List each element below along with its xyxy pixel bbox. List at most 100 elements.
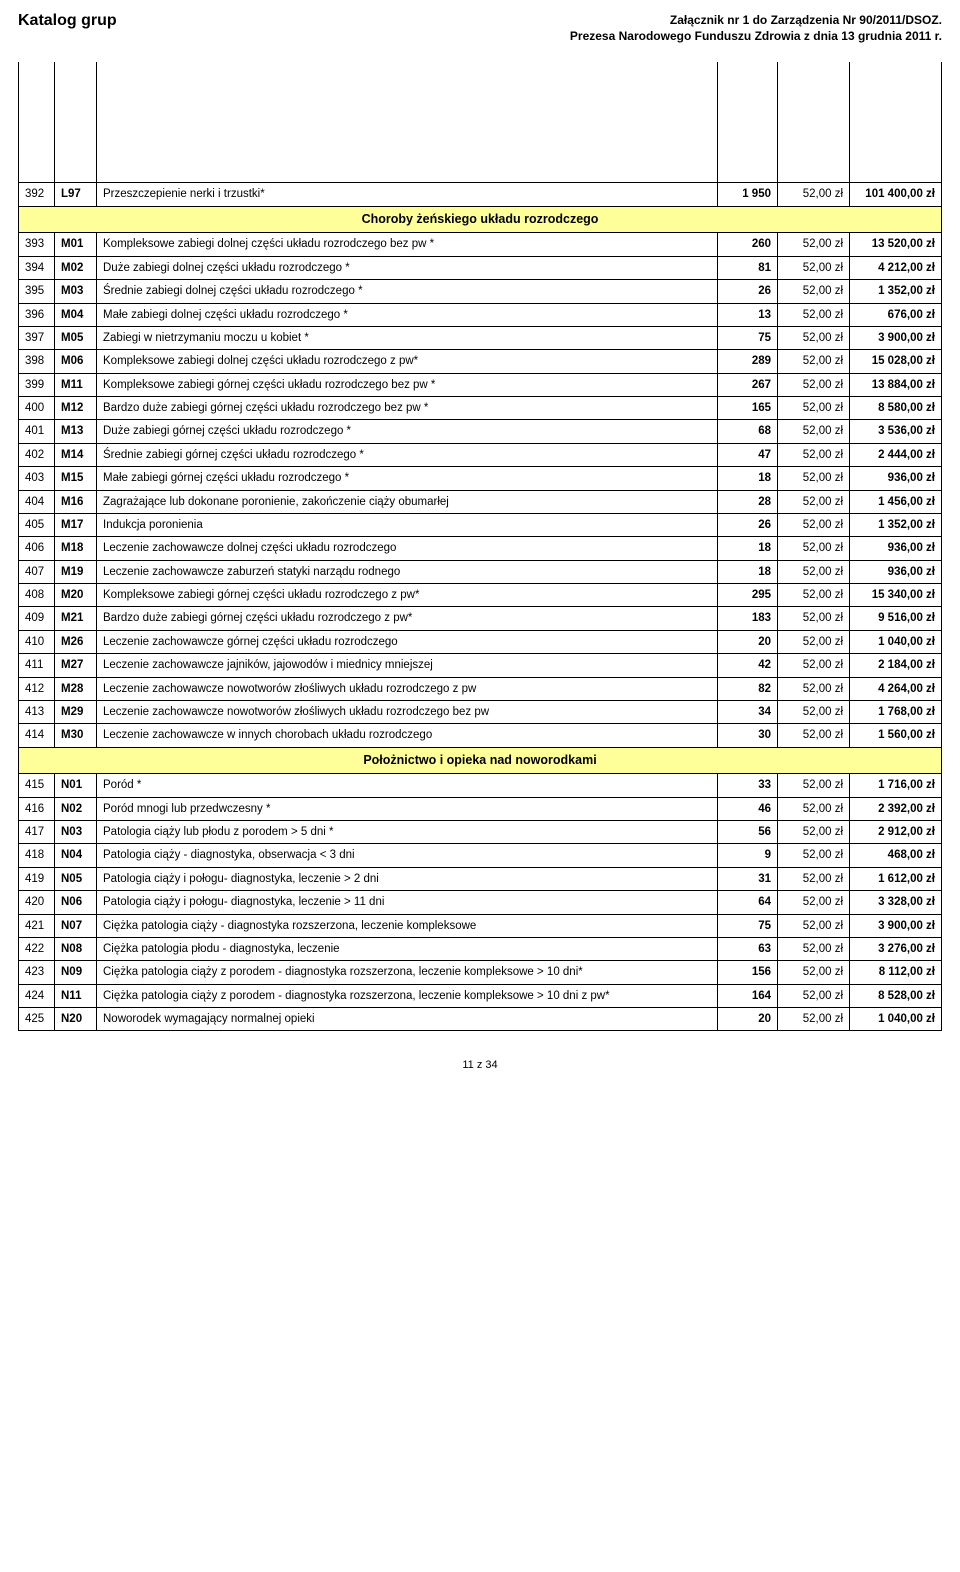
row-rate: 52,00 zł [778,397,850,420]
table-row: 392L97Przeszczepienie nerki i trzustki*1… [19,183,942,206]
row-code: M12 [55,397,97,420]
row-rate: 52,00 zł [778,256,850,279]
row-code: M03 [55,280,97,303]
table-row: 413M29Leczenie zachowawcze nowotworów zł… [19,700,942,723]
table-row: 406M18Leczenie zachowawcze dolnej części… [19,537,942,560]
table-row: 421N07Ciężka patologia ciąży - diagnosty… [19,914,942,937]
row-points: 68 [718,420,778,443]
row-total: 2 184,00 zł [850,654,942,677]
row-points: 28 [718,490,778,513]
row-points: 295 [718,584,778,607]
row-description: Ciężka patologia płodu - diagnostyka, le… [97,937,718,960]
row-code: M26 [55,630,97,653]
row-code: N20 [55,1008,97,1031]
row-description: Duże zabiegi dolnej części układu rozrod… [97,256,718,279]
table-row: 415N01Poród *3352,00 zł1 716,00 zł [19,774,942,797]
row-code: M01 [55,233,97,256]
row-description: Średnie zabiegi górnej części układu roz… [97,443,718,466]
row-description: Leczenie zachowawcze jajników, jajowodów… [97,654,718,677]
row-description: Duże zabiegi górnej części układu rozrod… [97,420,718,443]
doc-title: Katalog grup [18,12,117,30]
row-total: 2 392,00 zł [850,797,942,820]
row-number: 412 [19,677,55,700]
table-row: 418N04Patologia ciąży - diagnostyka, obs… [19,844,942,867]
row-total: 13 884,00 zł [850,373,942,396]
row-rate: 52,00 zł [778,183,850,206]
table-row: 422N08Ciężka patologia płodu - diagnosty… [19,937,942,960]
row-description: Kompleksowe zabiegi dolnej części układu… [97,350,718,373]
row-points: 75 [718,326,778,349]
row-number: 403 [19,467,55,490]
table-row: 417N03Patologia ciąży lub płodu z porode… [19,821,942,844]
row-number: 402 [19,443,55,466]
row-description: Leczenie zachowawcze zaburzeń statyki na… [97,560,718,583]
row-points: 33 [718,774,778,797]
row-total: 8 580,00 zł [850,397,942,420]
row-points: 42 [718,654,778,677]
row-code: M27 [55,654,97,677]
table-row: Choroby żeńskiego układu rozrodczego [19,206,942,233]
row-code: M15 [55,467,97,490]
row-description: Bardzo duże zabiegi górnej części układu… [97,397,718,420]
row-code: M28 [55,677,97,700]
row-total: 2 444,00 zł [850,443,942,466]
row-description: Leczenie zachowawcze w innych chorobach … [97,724,718,747]
row-number: 423 [19,961,55,984]
row-rate: 52,00 zł [778,607,850,630]
row-number: 405 [19,513,55,536]
row-code: N03 [55,821,97,844]
row-description: Noworodek wymagający normalnej opieki [97,1008,718,1031]
row-points: 82 [718,677,778,700]
row-code: M13 [55,420,97,443]
row-total: 8 112,00 zł [850,961,942,984]
row-number: 401 [19,420,55,443]
row-number: 407 [19,560,55,583]
row-rate: 52,00 zł [778,373,850,396]
row-number: 395 [19,280,55,303]
row-rate: 52,00 zł [778,467,850,490]
row-rate: 52,00 zł [778,867,850,890]
row-code: N05 [55,867,97,890]
row-rate: 52,00 zł [778,937,850,960]
row-points: 47 [718,443,778,466]
row-description: Małe zabiegi dolnej części układu rozrod… [97,303,718,326]
row-points: 20 [718,1008,778,1031]
row-description: Leczenie zachowawcze nowotworów złośliwy… [97,700,718,723]
row-total: 3 900,00 zł [850,326,942,349]
row-code: L97 [55,183,97,206]
row-description: Małe zabiegi górnej części układu rozrod… [97,467,718,490]
row-total: 936,00 zł [850,467,942,490]
catalog-table: 392L97Przeszczepienie nerki i trzustki*1… [18,62,942,1031]
row-points: 165 [718,397,778,420]
header-line-2: Prezesa Narodowego Funduszu Zdrowia z dn… [570,28,942,44]
row-code: N04 [55,844,97,867]
table-row: 398M06Kompleksowe zabiegi dolnej części … [19,350,942,373]
row-number: 406 [19,537,55,560]
row-number: 400 [19,397,55,420]
row-number: 404 [19,490,55,513]
row-number: 408 [19,584,55,607]
row-code: M14 [55,443,97,466]
row-total: 1 768,00 zł [850,700,942,723]
table-row: 403M15Małe zabiegi górnej części układu … [19,467,942,490]
row-total: 3 900,00 zł [850,914,942,937]
row-code: N02 [55,797,97,820]
page-header: Katalog grup Załącznik nr 1 do Zarządzen… [18,12,942,44]
row-points: 64 [718,891,778,914]
row-rate: 52,00 zł [778,350,850,373]
row-points: 267 [718,373,778,396]
row-number: 425 [19,1008,55,1031]
row-description: Średnie zabiegi dolnej części układu roz… [97,280,718,303]
table-row [19,62,942,183]
row-points: 75 [718,914,778,937]
row-total: 8 528,00 zł [850,984,942,1007]
section-title: Położnictwo i opieka nad noworodkami [19,747,942,774]
row-number: 410 [19,630,55,653]
row-total: 13 520,00 zł [850,233,942,256]
row-description: Kompleksowe zabiegi dolnej części układu… [97,233,718,256]
table-row: 399M11Kompleksowe zabiegi górnej części … [19,373,942,396]
row-rate: 52,00 zł [778,844,850,867]
table-row: 404M16Zagrażające lub dokonane poronieni… [19,490,942,513]
row-rate: 52,00 zł [778,1008,850,1031]
row-code: N06 [55,891,97,914]
